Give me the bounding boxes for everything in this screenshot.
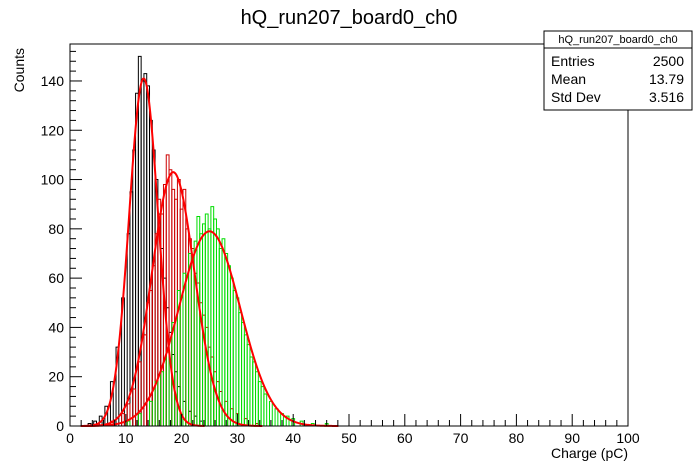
gaussian-fit-curve-2 [80,230,339,427]
histogram-bin [274,408,279,426]
stats-box-title: hQ_run207_board0_ch0 [558,34,677,46]
y-tick-label: 80 [48,221,64,237]
histogram-bin [132,388,137,426]
chart-title: hQ_run207_board0_ch0 [241,7,458,29]
y-tick-label: 40 [48,319,64,335]
gaussian-fit-curve-1 [84,171,263,427]
y-tick-label: 120 [41,122,65,138]
stats-mean-label: Mean [551,71,586,87]
histogram-bin [182,272,187,426]
histogram-bin [285,415,290,426]
histogram-bin [137,361,142,426]
y-tick-label: 140 [41,73,65,89]
x-tick-label: 90 [564,430,580,446]
x-axis-label: Charge (pC) [551,445,628,461]
axes: 0 10 20 30 40 50 60 70 80 90 100 0 20 40 60 80 100 120 140 [41,43,640,446]
x-tick-label: 0 [66,430,74,446]
stats-mean-value: 13.79 [649,71,684,87]
histogram-bin [176,289,181,426]
x-tick-label: 80 [509,430,525,446]
histogram-bin [126,420,131,426]
histogram-bin [263,393,268,426]
y-tick-label: 100 [41,172,65,188]
x-tick-label: 60 [397,430,413,446]
gaussian-fits [80,77,339,427]
y-tick-label: 20 [48,369,64,385]
histogram-bin [160,371,164,426]
x-tick-label: 50 [341,430,357,446]
x-tick-label: 40 [285,430,301,446]
x-tick-label: 20 [174,430,190,446]
stats-box-frame [543,30,693,111]
x-tick-label: 30 [230,430,246,446]
histogram-bin [154,381,159,426]
x-tick-label: 10 [118,430,134,446]
stats-entries-value: 2500 [653,53,684,69]
histogram-bin [165,351,170,426]
y-tick-label: 0 [56,418,64,434]
stats-stddev-value: 3.516 [649,89,684,105]
histogram-bin [137,413,142,426]
x-tick-label: 100 [616,430,640,446]
stats-entries-label: Entries [551,53,595,69]
histogram-bin [121,413,125,426]
histogram-bin [149,400,153,426]
histogram-series [87,55,329,426]
histogram-bin [115,346,120,426]
histogram-series-2 [126,206,329,426]
histogram-bin [188,252,192,426]
histogram-bin [126,403,131,426]
y-axis-label: Counts [11,48,27,92]
y-tick-label: 60 [48,270,64,286]
x-tick-label: 70 [453,430,469,446]
stats-stddev-label: Std Dev [551,89,601,105]
stats-box: hQ_run207_board0_ch0 Entries 2500 Mean 1… [543,30,693,111]
gaussian-fit-curve-0 [82,77,205,427]
